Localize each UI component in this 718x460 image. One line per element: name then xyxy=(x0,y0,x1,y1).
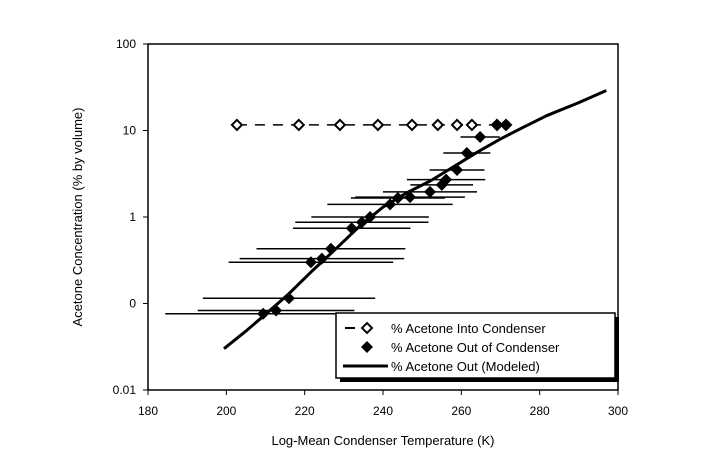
y-axis-label: Acetone Concentration (% by volume) xyxy=(70,108,85,327)
y-tick-label: 1 xyxy=(129,210,136,224)
out-point xyxy=(257,307,270,320)
x-axis: 180 200 220 240 260 280 300 xyxy=(138,390,628,418)
out-point xyxy=(283,292,295,305)
into-point xyxy=(431,118,445,132)
modeled-series xyxy=(223,89,607,350)
into-point xyxy=(490,118,504,132)
out-point xyxy=(404,191,417,204)
into-condenser-series xyxy=(230,118,513,132)
x-tick-label: 220 xyxy=(295,404,315,418)
modeled-line xyxy=(223,89,607,350)
legend-label-out: % Acetone Out of Condenser xyxy=(391,340,560,355)
x-axis-label: Log-Mean Condenser Temperature (K) xyxy=(271,433,494,448)
x-tick-label: 200 xyxy=(216,404,236,418)
legend-filled-diamond-icon xyxy=(361,341,373,353)
legend-open-diamond-icon xyxy=(360,321,374,335)
out-point xyxy=(304,256,317,269)
x-tick-label: 300 xyxy=(608,404,628,418)
out-point xyxy=(391,191,404,204)
error-bars xyxy=(165,136,500,315)
out-point xyxy=(315,252,328,265)
legend: % Acetone Into Condenser % Acetone Out o… xyxy=(335,312,619,382)
out-point xyxy=(270,304,283,317)
x-tick-label: 180 xyxy=(138,404,158,418)
into-point xyxy=(371,118,385,132)
into-point xyxy=(333,118,347,132)
out-point xyxy=(424,185,436,198)
into-point xyxy=(465,118,479,132)
out-point xyxy=(324,242,337,255)
y-tick-label: 100 xyxy=(116,37,136,51)
out-point xyxy=(345,222,358,235)
legend-label-modeled: % Acetone Out (Modeled) xyxy=(391,359,540,374)
x-tick-label: 260 xyxy=(451,404,471,418)
out-point xyxy=(384,198,397,211)
out-of-condenser-series xyxy=(257,131,487,320)
out-point xyxy=(451,163,464,176)
y-tick-label: 0 xyxy=(129,297,136,311)
out-point xyxy=(474,131,487,144)
y-tick-label: 10 xyxy=(123,124,137,138)
x-tick-label: 240 xyxy=(373,404,393,418)
into-point xyxy=(405,118,419,132)
out-point xyxy=(460,146,473,159)
into-point xyxy=(450,118,464,132)
into-point xyxy=(499,118,513,132)
into-point xyxy=(230,118,244,132)
out-point xyxy=(435,178,448,191)
into-point xyxy=(292,118,306,132)
out-point xyxy=(364,211,377,223)
legend-label-into: % Acetone Into Condenser xyxy=(391,321,546,336)
y-tick-label: 0.01 xyxy=(113,383,137,397)
out-point xyxy=(355,216,368,229)
x-tick-label: 280 xyxy=(530,404,550,418)
